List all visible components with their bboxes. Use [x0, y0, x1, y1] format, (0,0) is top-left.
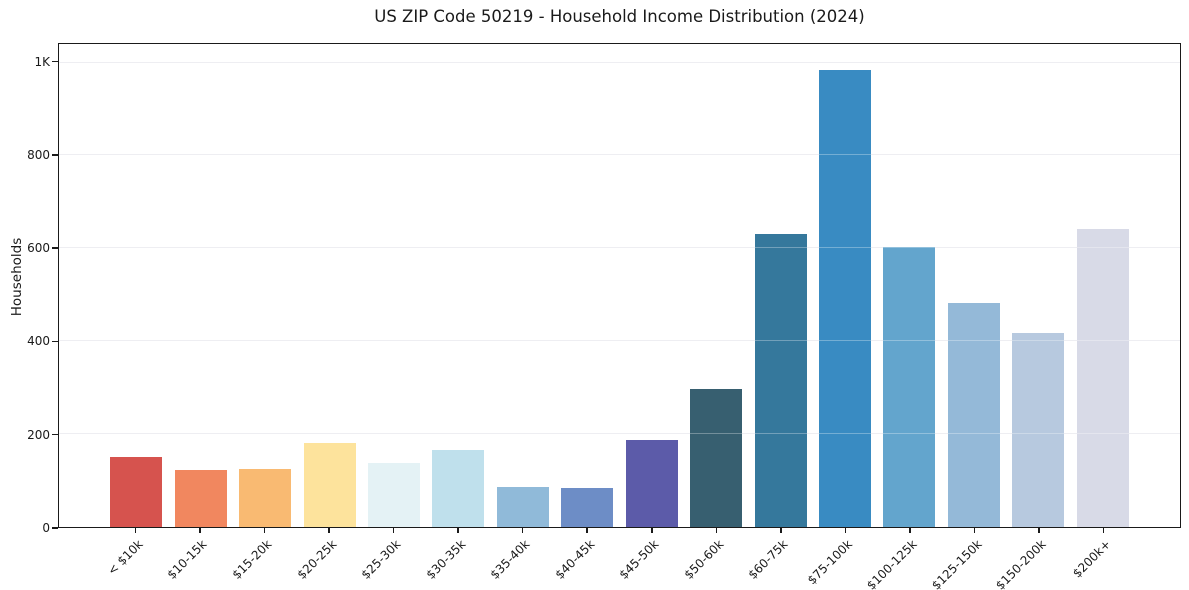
xtick-mark-$150-200k [1038, 528, 1040, 533]
ytick-label-800: 800 [27, 147, 50, 162]
xtick-label-$25-30k: $25-30k [358, 537, 404, 582]
gridline-1K [59, 61, 1180, 63]
xtick-label-$35-40k: $35-40k [487, 537, 533, 582]
xtick-label-< $10k: < $10k [104, 537, 146, 578]
xtick-label-$15-20k: $15-20k [229, 537, 275, 582]
bar-< $10k [110, 457, 163, 527]
bar-slot [942, 44, 1006, 527]
bar-slot [168, 44, 232, 527]
xtick-label-$200k+: $200k+ [1070, 537, 1114, 581]
bar-$30-35k [432, 449, 485, 527]
bar-slot [813, 44, 877, 527]
xtick-mark-$75-100k [844, 528, 847, 533]
xtick-mark-$100-125k [909, 528, 911, 533]
xtick-mark-< $10k [134, 528, 137, 533]
bar-slot [104, 44, 168, 527]
plot-area [58, 43, 1181, 528]
bar-slot [491, 44, 555, 527]
bar-$75-100k [819, 69, 872, 527]
bar-$10-15k [174, 470, 227, 527]
xtick-label-$30-35k: $30-35k [423, 537, 468, 582]
bar-$40-45k [561, 488, 614, 527]
bar-slot [1006, 44, 1070, 527]
xtick-label-$50-60k: $50-60k [681, 537, 727, 582]
ytick-label-400: 400 [27, 334, 50, 349]
xtick-label-$125-150k: $125-150k [928, 537, 985, 590]
ytick-mark-1K [52, 60, 58, 63]
bar-$125-150k [947, 302, 1000, 527]
ytick-label-0: 0 [42, 521, 50, 535]
xtick-mark-$200k+ [1102, 528, 1105, 533]
chart-title: US ZIP Code 50219 - Household Income Dis… [374, 7, 865, 26]
bar-$200k+ [1076, 229, 1129, 527]
bar-slot [233, 44, 297, 527]
bar-$50-60k [690, 388, 743, 527]
xtick-label-$150-200k: $150-200k [993, 537, 1050, 590]
xtick-mark-$125-150k [973, 528, 976, 533]
ytick-label-1K: 1K [34, 54, 50, 69]
bar-$15-20k [239, 468, 292, 527]
xtick-label-$75-100k: $75-100k [805, 537, 856, 588]
bar-slot [362, 44, 426, 527]
bar-$150-200k [1012, 333, 1065, 527]
ytick-mark-0 [52, 527, 58, 529]
xtick-label-$10-15k: $10-15k [164, 537, 210, 582]
xtick-label-$20-25k: $20-25k [294, 537, 339, 582]
xtick-mark-$30-35k [457, 528, 459, 533]
bar-slot [555, 44, 619, 527]
bar-$25-30k [367, 463, 420, 527]
bars-layer [59, 44, 1180, 527]
bar-slot [877, 44, 941, 527]
gridline-400 [59, 340, 1180, 342]
bar-slot [620, 44, 684, 527]
xtick-label-$40-45k: $40-45k [552, 537, 598, 582]
xtick-mark-$15-20k [263, 528, 266, 533]
bar-slot [748, 44, 812, 527]
bar-slot [297, 44, 361, 527]
ytick-label-200: 200 [27, 427, 50, 442]
xtick-mark-$20-25k [328, 528, 330, 533]
xtick-mark-$25-30k [392, 528, 395, 533]
gridline-200 [59, 433, 1180, 435]
gridline-600 [59, 247, 1180, 249]
xtick-label-$100-125k: $100-125k [864, 537, 920, 590]
bar-$100-125k [883, 247, 936, 527]
ytick-mark-600 [52, 247, 58, 249]
ytick-mark-200 [52, 433, 58, 436]
xtick-mark-$10-15k [199, 528, 201, 533]
bar-$45-50k [625, 439, 678, 527]
ytick-label-600: 600 [27, 241, 50, 256]
bar-$35-40k [496, 486, 549, 527]
bar-$60-75k [754, 234, 807, 527]
ytick-mark-400 [52, 340, 58, 343]
xtick-label-$60-75k: $60-75k [745, 537, 791, 582]
xtick-mark-$45-50k [651, 528, 653, 533]
bar-slot [426, 44, 490, 527]
bar-$20-25k [303, 442, 356, 527]
ytick-mark-800 [52, 154, 58, 156]
xtick-mark-$50-60k [715, 528, 718, 533]
bar-slot [1071, 44, 1135, 527]
gridline-800 [59, 154, 1180, 156]
bar-slot [684, 44, 748, 527]
xtick-mark-$40-45k [586, 528, 588, 533]
xtick-mark-$60-75k [780, 528, 782, 533]
xtick-label-$45-50k: $45-50k [616, 537, 662, 582]
xtick-mark-$35-40k [521, 528, 524, 533]
